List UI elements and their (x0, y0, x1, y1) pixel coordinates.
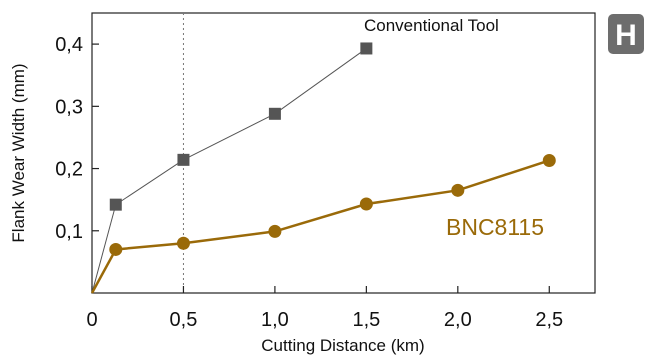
badge-letter: H (615, 19, 637, 52)
x-tick-label: 1,5 (352, 309, 380, 331)
x-tick-label: 2,0 (444, 309, 472, 331)
y-axis-title: Flank Wear Width (mm) (9, 63, 28, 242)
x-tick-label: 1,0 (261, 309, 289, 331)
data-point-bnc8115 (176, 236, 190, 250)
series-line-conventional-tool (91, 48, 367, 294)
data-point-bnc8115 (359, 197, 373, 211)
y-tick-label: 0,3 (55, 96, 83, 118)
y-tick-label: 0,4 (55, 34, 83, 56)
data-point-conventional-tool (268, 107, 281, 120)
data-point-bnc8115 (109, 242, 123, 256)
data-point-bnc8115 (451, 183, 465, 197)
x-tick-label: 2,5 (535, 309, 563, 331)
data-point-conventional-tool (109, 198, 122, 211)
x-tick-label: 0,5 (170, 309, 198, 331)
data-point-bnc8115 (542, 153, 556, 167)
category-badge: H (608, 14, 644, 54)
plot-area (91, 12, 596, 294)
series-label-bnc8115: BNC8115 (446, 214, 544, 240)
data-point-bnc8115 (268, 224, 282, 238)
data-point-conventional-tool (177, 153, 190, 166)
x-axis-title: Cutting Distance (km) (261, 336, 424, 355)
y-axis-ticks: 0,1 0,2 0,3 0,4 (55, 34, 99, 243)
data-point-conventional-tool (360, 42, 373, 55)
series-layer (90, 42, 556, 294)
series-label-conventional-tool: Conventional Tool (364, 16, 499, 35)
y-tick-label: 0,1 (55, 221, 83, 243)
x-axis-ticks: 0 0,5 1,0 1,5 2,0 2,5 (86, 286, 563, 331)
y-tick-label: 0,2 (55, 159, 83, 181)
x-tick-label: 0 (86, 309, 97, 331)
badge-box (608, 14, 644, 54)
